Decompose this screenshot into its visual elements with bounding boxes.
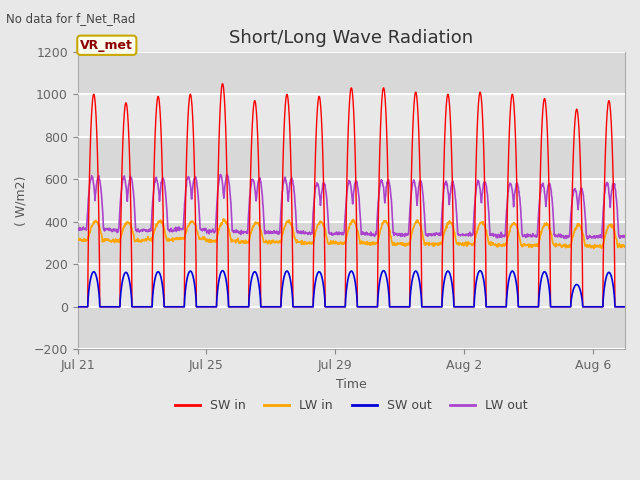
Bar bbox=[77, 52, 625, 94]
Text: VR_met: VR_met bbox=[81, 39, 133, 52]
X-axis label: Time: Time bbox=[336, 378, 367, 391]
Bar bbox=[77, 307, 625, 349]
Legend: SW in, LW in, SW out, LW out: SW in, LW in, SW out, LW out bbox=[170, 394, 533, 417]
Bar bbox=[77, 222, 625, 264]
Y-axis label: ( W/m2): ( W/m2) bbox=[15, 175, 28, 226]
Text: No data for f_Net_Rad: No data for f_Net_Rad bbox=[6, 12, 136, 25]
Bar bbox=[77, 264, 625, 307]
Bar bbox=[77, 94, 625, 137]
Title: Short/Long Wave Radiation: Short/Long Wave Radiation bbox=[229, 29, 474, 48]
Bar bbox=[77, 179, 625, 222]
Bar bbox=[77, 137, 625, 179]
